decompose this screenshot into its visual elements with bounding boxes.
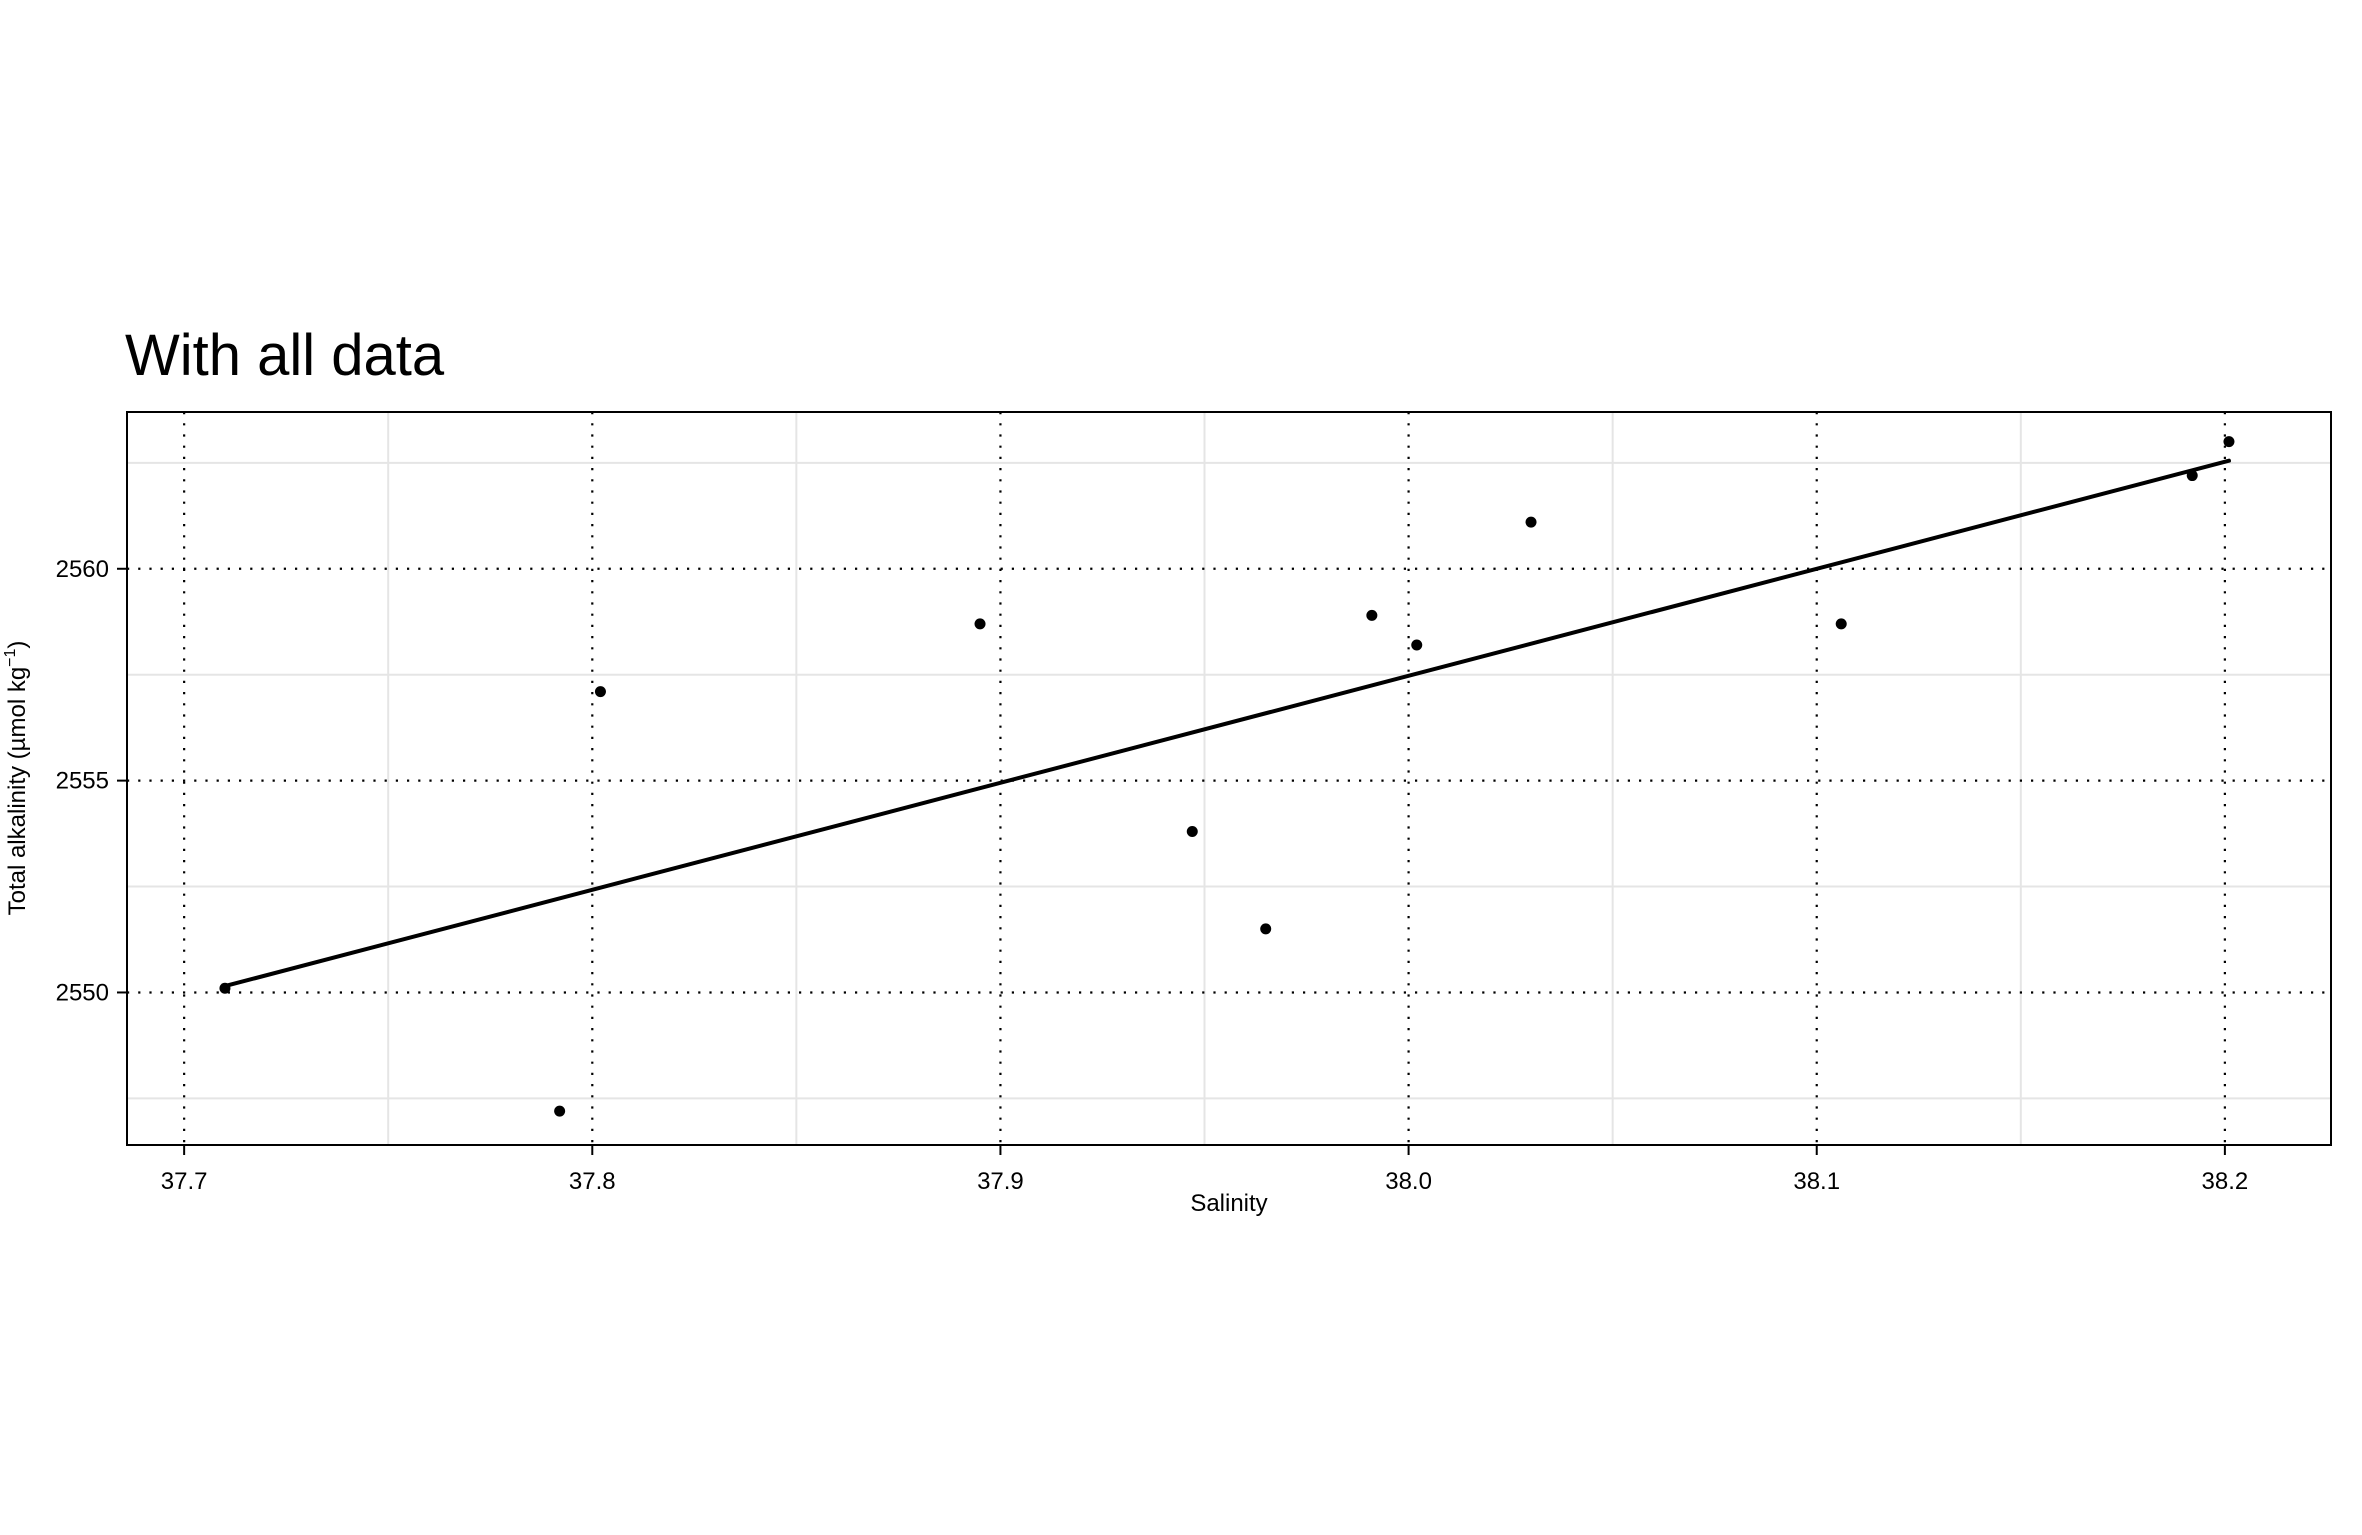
x-tick-label: 38.0 [1385, 1168, 1432, 1195]
x-tick-label: 37.8 [569, 1168, 616, 1195]
data-point [974, 618, 986, 630]
y-axis-title-main: Total alkalinity (µmol kg [4, 667, 31, 916]
data-point [1366, 609, 1378, 621]
data-point [594, 686, 606, 698]
x-axis-title: Salinity [1190, 1190, 1267, 1217]
x-tick-label: 38.1 [1793, 1168, 1840, 1195]
data-point [2223, 436, 2235, 448]
data-point [1260, 923, 1272, 935]
fit-line [222, 458, 2231, 989]
y-tick-label: 2550 [56, 979, 109, 1006]
data-point [219, 982, 231, 994]
y-axis-title: Total alkalinity (µmol kg−1) [2, 641, 31, 916]
x-tick-label: 37.9 [977, 1168, 1024, 1195]
y-tick-label: 2555 [56, 768, 109, 795]
points-group [219, 436, 2235, 1117]
data-point [1186, 825, 1198, 837]
data-point [1835, 618, 1847, 630]
data-point [554, 1105, 566, 1117]
y-axis-title-suffix: ) [4, 641, 31, 649]
data-point [2186, 470, 2198, 482]
data-point [1525, 516, 1537, 528]
y-tick-label: 2560 [56, 556, 109, 583]
x-axis: 37.7 37.8 37.9 38.0 38.1 38.2 [161, 1145, 2248, 1195]
data-point [1411, 639, 1423, 651]
y-axis: 2550 2555 2560 [56, 556, 127, 1006]
fit-line-group [222, 458, 2231, 989]
x-tick-label: 38.2 [2202, 1168, 2249, 1195]
chart-title: With all data [125, 323, 445, 388]
x-tick-label: 37.7 [161, 1168, 208, 1195]
y-axis-title-superscript: −1 [2, 648, 19, 666]
plot-frame [126, 411, 2332, 1146]
grid [127, 412, 2331, 1145]
